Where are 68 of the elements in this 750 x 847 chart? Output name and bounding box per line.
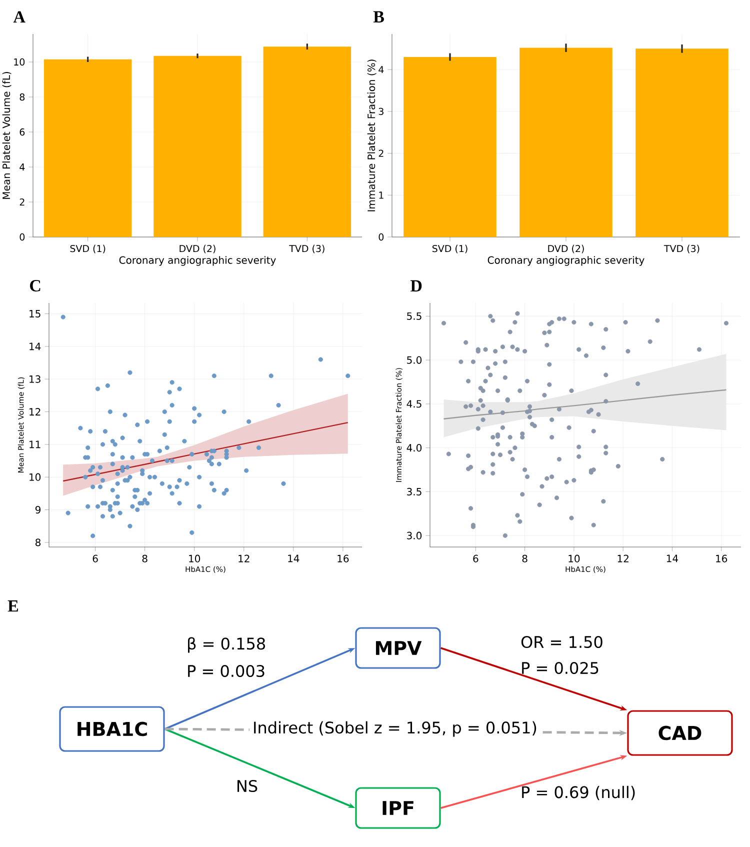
text: P = 0.003 (188, 664, 264, 678)
x-tick-label: TVD (3) (289, 244, 324, 254)
y-tick-label: 5.0 (407, 356, 422, 364)
x-tick-label: TVD (3) (664, 244, 700, 254)
text: OR = 1.50 (521, 636, 602, 648)
text: P = 0.025 (522, 662, 598, 674)
x-tick-label: 14 (666, 554, 678, 562)
x-tick-label: SVD (1) (70, 244, 106, 254)
x-tick-label: 6 (473, 554, 478, 562)
bar (44, 59, 132, 237)
y-tick-label: 3.5 (407, 488, 422, 496)
text: E (8, 600, 18, 612)
y-axis-title: Mean Platelet Volume (fL) (2, 72, 12, 199)
y-tick-label: 3.0 (407, 532, 422, 540)
y-tick-label: 1 (379, 192, 384, 199)
x-tick-label: 16 (338, 554, 349, 562)
y-tick-label: 0 (378, 233, 384, 241)
y-tick-label: 9 (35, 506, 40, 514)
text: P = 0.69 (null) (522, 786, 635, 800)
x-tick-label: 12 (238, 554, 250, 562)
x-tick-label: SVD (1) (432, 244, 468, 254)
x-tick-label: DVD (2) (180, 244, 216, 254)
x-tick-label: 8 (522, 554, 528, 562)
chart-title: D (410, 280, 422, 292)
chart-title: C (30, 280, 40, 292)
bar (263, 46, 352, 237)
y-tick-label: 4.5 (406, 400, 422, 408)
text: β = 0.158 (188, 637, 265, 653)
y-tick-label: 2 (20, 198, 24, 206)
bar (154, 56, 242, 237)
y-tick-label: 10 (30, 473, 41, 481)
x-tick-label: 14 (288, 554, 300, 562)
x-tick-label: 16 (716, 554, 728, 562)
text: NS (238, 780, 258, 792)
y-tick-label: 4 (20, 164, 25, 170)
y-tick-label: 3 (378, 108, 384, 116)
x-tick-label: 6 (92, 554, 98, 562)
x-tick-label: 8 (142, 554, 148, 562)
y-tick-label: 11 (30, 440, 40, 448)
x-tick-label: 10 (568, 554, 580, 562)
y-tick-label: 10 (14, 58, 25, 66)
y-tick-label: 13 (30, 375, 40, 383)
y-axis-title: Immature Platelet Fraction (%) (367, 60, 376, 212)
chart-title: B (373, 11, 384, 22)
y-tick-label: 14 (30, 342, 41, 350)
chart-title: A (13, 11, 26, 22)
y-tick-label: 6 (20, 128, 25, 136)
line-series (62, 422, 348, 482)
text: HBA1C (78, 722, 147, 736)
y-tick-label: 8 (36, 538, 41, 546)
text: MPV (376, 641, 422, 655)
y-tick-label: 8 (20, 93, 25, 101)
x-tick-label: DVD (2) (548, 244, 584, 254)
y-tick-label: 5.5 (407, 312, 422, 320)
x-axis-title: Coronary angiographic severity (119, 256, 276, 266)
y-tick-label: 4 (378, 66, 384, 74)
y-tick-label: 4.0 (406, 444, 422, 452)
x-tick-label: 10 (189, 554, 200, 562)
y-tick-label: 0 (20, 233, 25, 241)
y-tick-label: 12 (30, 408, 40, 416)
text: CAD (658, 726, 702, 740)
y-tick-label: 15 (30, 310, 40, 318)
x-axis-title: Coronary angiographic severity (488, 256, 644, 266)
text: IPF (382, 801, 414, 815)
x-tick-label: 12 (618, 554, 628, 562)
text: Indirect (Sobel z = 1.95, p = 0.051) (254, 721, 536, 737)
y-tick-label: 2 (378, 150, 384, 157)
line-series (443, 389, 727, 420)
